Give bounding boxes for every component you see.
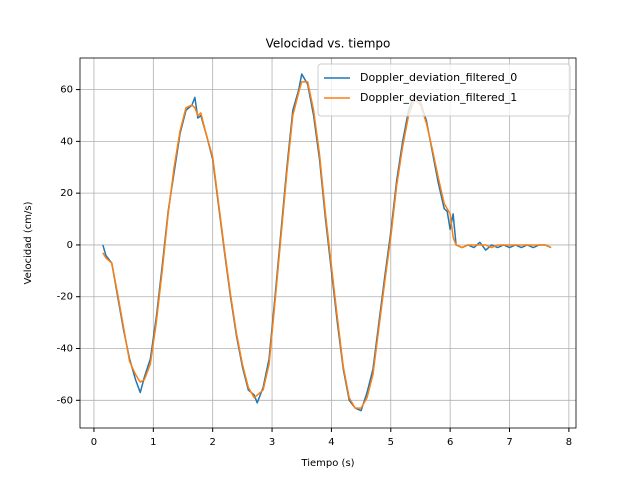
- y-axis-label: Velocidad (cm/s): [23, 201, 34, 284]
- x-tick-label: 4: [328, 437, 334, 448]
- y-tick-label: -20: [57, 292, 73, 303]
- x-tick-label: 3: [269, 437, 275, 448]
- y-tick-label: 20: [60, 188, 73, 199]
- x-axis-label: Tiempo (s): [300, 458, 354, 469]
- data-line: [102, 73, 552, 412]
- y-tick-label: 60: [60, 85, 73, 96]
- plot-frame: [79, 57, 577, 429]
- data-line: [102, 81, 552, 409]
- y-tick-label: -60: [57, 395, 73, 406]
- x-tick-label: 2: [209, 437, 215, 448]
- x-tick-label: 1: [150, 437, 156, 448]
- legend-box: [317, 63, 571, 117]
- legend-label: Doppler_deviation_filtered_0: [360, 71, 517, 84]
- y-tick-label: 0: [67, 240, 73, 251]
- x-tick-label: 0: [91, 437, 97, 448]
- x-tick-label: 7: [506, 437, 512, 448]
- x-tick-label: 6: [447, 437, 453, 448]
- y-tick-label: 40: [60, 136, 73, 147]
- y-tick-label: -40: [57, 344, 73, 355]
- x-tick-label: 5: [388, 437, 394, 448]
- legend-label: Doppler_deviation_filtered_1: [360, 91, 517, 104]
- x-tick-label: 8: [566, 437, 572, 448]
- chart-title: Velocidad vs. tiempo: [266, 37, 391, 51]
